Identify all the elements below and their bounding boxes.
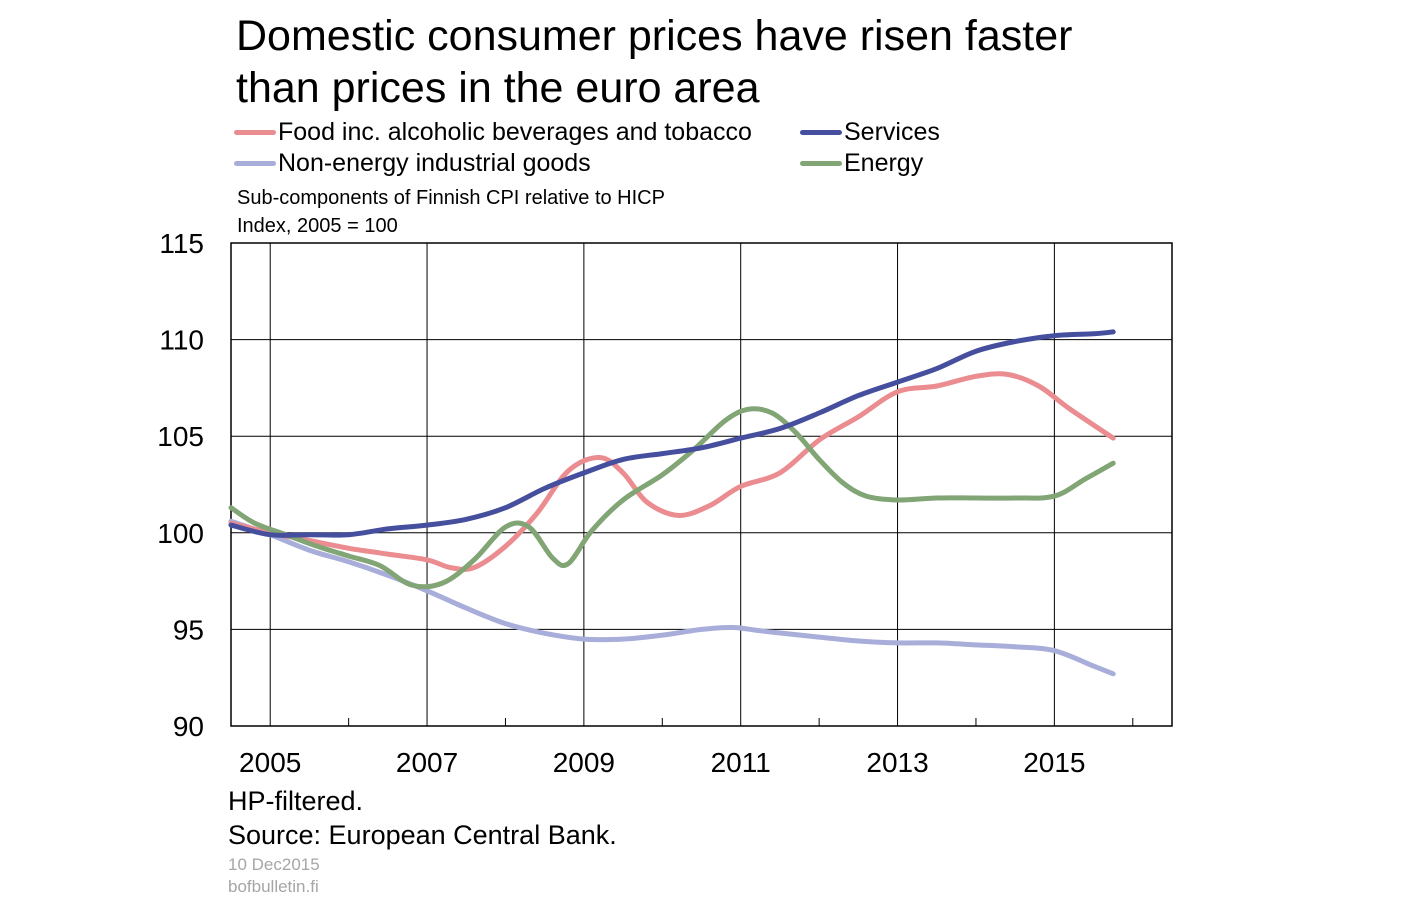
legend-item-non-energy: Non-energy industrial goods <box>234 148 591 178</box>
plot-area <box>230 242 1173 727</box>
publication-date: 10 Dec2015 <box>228 855 320 874</box>
legend-label-food: Food inc. alcoholic beverages and tobacc… <box>278 117 752 146</box>
legend-swatch-energy <box>800 160 842 166</box>
legend-swatch-services <box>800 129 842 135</box>
legend-label-services: Services <box>844 117 940 146</box>
x-tick-label: 2015 <box>1023 747 1085 778</box>
legend-label-non-energy: Non-energy industrial goods <box>278 148 591 177</box>
footnote-source: Source: European Central Bank. <box>228 820 617 850</box>
title-line-1: Domestic consumer prices have risen fast… <box>236 12 1073 60</box>
x-tick-label: 2009 <box>553 747 615 778</box>
series-line-non-energy <box>228 518 1116 677</box>
y-tick-label: 110 <box>159 325 204 356</box>
x-tick-label: 2013 <box>866 747 928 778</box>
legend-swatch-non-energy <box>234 160 276 166</box>
x-tick-label: 2011 <box>711 747 771 778</box>
title-line-2: than prices in the euro area <box>236 64 760 112</box>
chart-unit-label: Index, 2005 = 100 <box>237 215 398 237</box>
legend-label-energy: Energy <box>844 148 924 177</box>
series-line-services <box>228 329 1116 538</box>
chart-subtitle: Sub-components of Finnish CPI relative t… <box>237 187 665 209</box>
site-name: bofbulletin.fi <box>228 877 319 896</box>
y-tick-label: 100 <box>157 518 204 549</box>
chart-title: Domestic consumer prices have risen fast… <box>236 10 1236 114</box>
footnote-filter: HP-filtered. <box>228 786 364 816</box>
y-tick-label: 115 <box>159 228 204 259</box>
series-line-food <box>228 371 1116 572</box>
legend-item-services: Services <box>800 117 940 147</box>
legend-item-food: Food inc. alcoholic beverages and tobacc… <box>234 117 752 147</box>
legend-swatch-food <box>234 129 276 135</box>
y-tick-label: 90 <box>173 711 204 742</box>
y-tick-label: 95 <box>173 614 204 645</box>
legend-item-energy: Energy <box>800 148 923 178</box>
series-line-energy <box>228 406 1116 590</box>
x-tick-label: 2007 <box>396 747 458 778</box>
x-tick-label: 2005 <box>239 747 301 778</box>
y-tick-label: 105 <box>157 421 204 452</box>
